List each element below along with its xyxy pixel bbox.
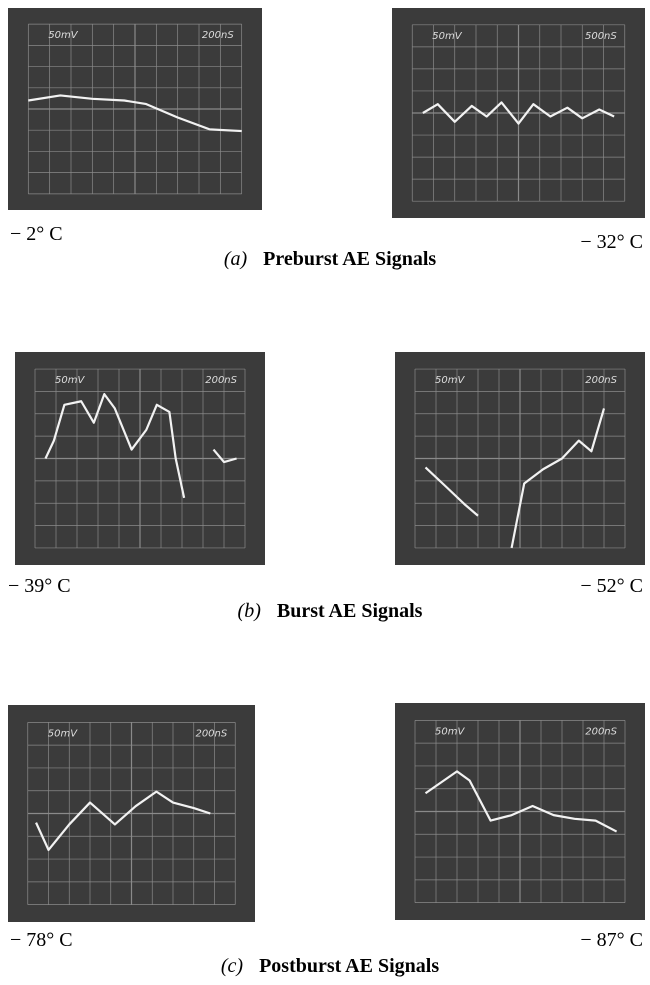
temperature-label: − 32° C xyxy=(580,231,643,253)
trace xyxy=(35,790,211,852)
temperature-label: − 87° C xyxy=(580,929,643,951)
oscilloscope: 50mV 200nS xyxy=(15,352,265,565)
volts-label: 50mV xyxy=(55,375,85,386)
temperature-label: − 78° C xyxy=(10,929,73,951)
caption: (a) Preburst AE Signals xyxy=(224,248,437,270)
time-label: 200nS xyxy=(585,375,617,386)
oscilloscope: 50mV 200nS xyxy=(8,8,262,210)
oscilloscope: 50mV 500nS xyxy=(392,8,645,218)
time-label: 200nS xyxy=(202,30,234,41)
caption-label: (a) xyxy=(224,248,248,270)
volts-label: 50mV xyxy=(432,31,462,42)
trace xyxy=(28,94,242,133)
caption: (b) Burst AE Signals xyxy=(238,600,423,622)
oscilloscope: 50mV 200nS xyxy=(8,705,255,922)
trace xyxy=(44,392,186,499)
caption: (c) Postburst AE Signals xyxy=(221,955,439,977)
temperature-label: − 39° C xyxy=(8,575,71,597)
time-label: 200nS xyxy=(195,728,227,739)
trace xyxy=(212,448,237,464)
volts-label: 50mV xyxy=(48,728,78,739)
time-label: 200nS xyxy=(585,726,617,737)
oscilloscope: 50mV 200nS xyxy=(395,703,645,920)
caption-label: (b) xyxy=(238,600,262,622)
trace xyxy=(422,101,615,125)
temperature-label: − 52° C xyxy=(580,575,643,597)
volts-label: 50mV xyxy=(435,726,465,737)
volts-label: 50mV xyxy=(435,375,465,386)
trace xyxy=(424,466,479,517)
volts-label: 50mV xyxy=(48,30,78,41)
caption-label: (c) xyxy=(221,955,244,977)
trace xyxy=(424,770,618,833)
caption-title: Postburst AE Signals xyxy=(259,955,439,977)
caption-title: Preburst AE Signals xyxy=(263,248,436,270)
oscilloscope: 50mV 200nS xyxy=(395,352,645,565)
caption-title: Burst AE Signals xyxy=(277,600,423,622)
time-label: 500nS xyxy=(585,31,617,42)
time-label: 200nS xyxy=(205,375,237,386)
trace xyxy=(510,408,606,549)
temperature-label: − 2° C xyxy=(10,223,63,245)
